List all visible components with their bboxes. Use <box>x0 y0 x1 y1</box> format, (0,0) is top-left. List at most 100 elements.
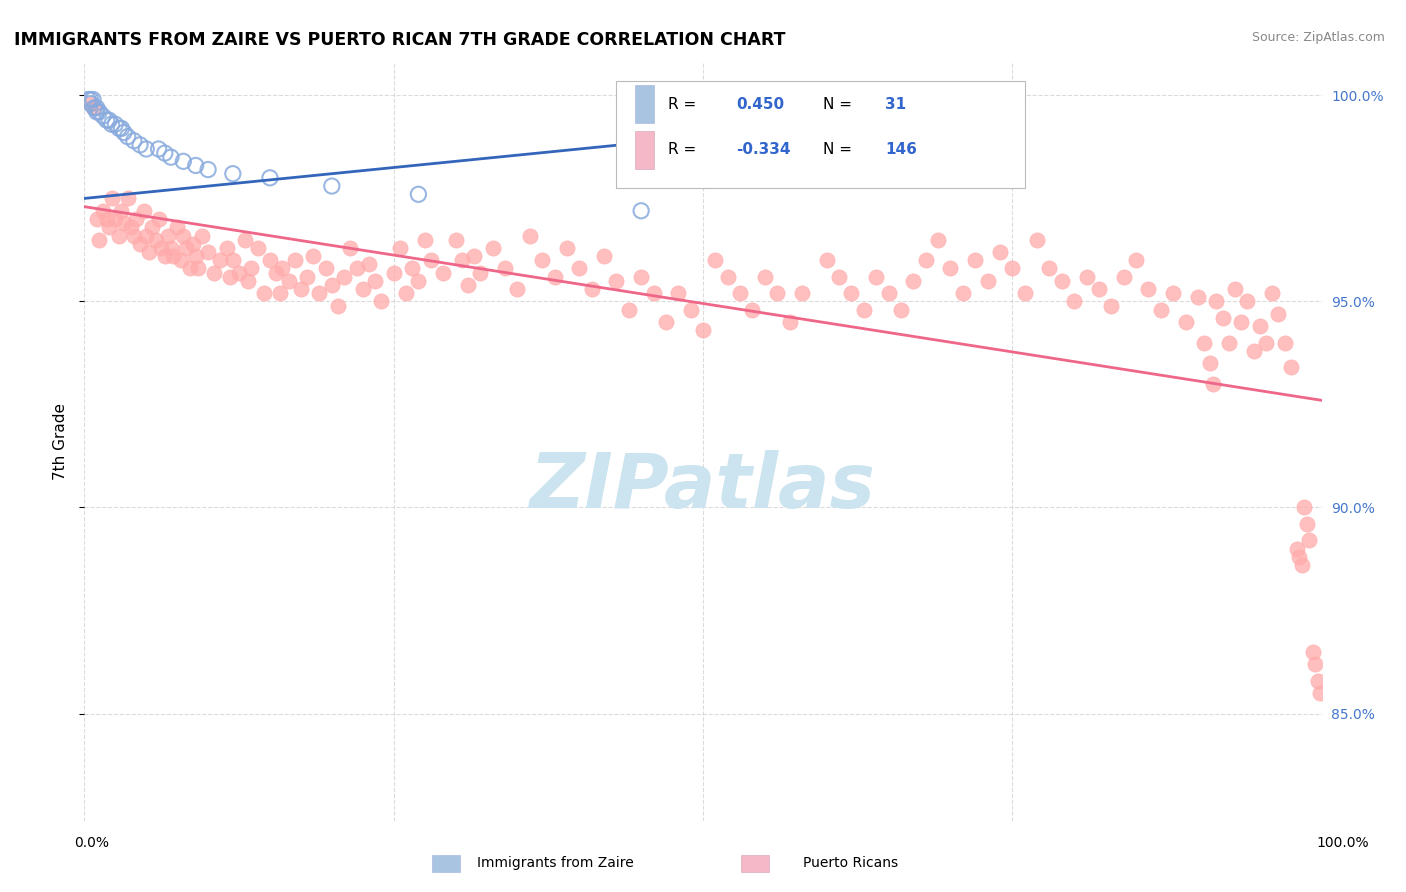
Point <box>89 104 111 119</box>
Point <box>174 241 197 255</box>
Point <box>233 233 256 247</box>
Point <box>129 236 152 251</box>
Text: IMMIGRANTS FROM ZAIRE VS PUERTO RICAN 7TH GRADE CORRELATION CHART: IMMIGRANTS FROM ZAIRE VS PUERTO RICAN 7T… <box>14 31 786 49</box>
Point <box>271 261 294 276</box>
Point <box>326 299 349 313</box>
Point <box>828 269 851 284</box>
Point <box>605 274 627 288</box>
Point <box>1294 500 1316 515</box>
Point <box>179 261 201 276</box>
Point <box>1137 282 1160 296</box>
Point <box>148 142 170 156</box>
Point <box>166 220 188 235</box>
Point <box>91 203 114 218</box>
Point <box>141 220 163 235</box>
Point <box>865 269 887 284</box>
Point <box>197 162 219 177</box>
Point <box>172 154 194 169</box>
Point <box>346 261 368 276</box>
Point <box>259 170 281 185</box>
Point <box>160 241 183 255</box>
Text: Source: ZipAtlas.com: Source: ZipAtlas.com <box>1251 31 1385 45</box>
Point <box>236 274 259 288</box>
Point <box>98 113 121 128</box>
Point <box>754 269 776 284</box>
Point <box>1218 335 1240 350</box>
Point <box>395 286 418 301</box>
Point <box>630 203 652 218</box>
Point <box>215 241 238 255</box>
Point <box>450 253 472 268</box>
Point <box>481 241 503 255</box>
Point <box>1291 558 1313 573</box>
Point <box>1288 549 1310 564</box>
Point <box>1063 294 1085 309</box>
Point <box>927 233 949 247</box>
Point <box>877 286 900 301</box>
Point <box>100 191 122 205</box>
Point <box>988 245 1011 260</box>
Point <box>1038 261 1060 276</box>
Point <box>655 315 678 329</box>
Point <box>160 150 183 164</box>
Point <box>1298 533 1320 548</box>
Text: 0.0%: 0.0% <box>75 836 108 850</box>
Point <box>219 269 242 284</box>
Point <box>815 253 838 268</box>
Point <box>145 233 167 247</box>
Point <box>704 253 727 268</box>
Point <box>125 212 148 227</box>
Point <box>98 220 121 235</box>
Point <box>315 261 337 276</box>
Point <box>531 253 554 268</box>
Point <box>457 277 479 292</box>
Point <box>939 261 962 276</box>
Text: 31: 31 <box>884 96 905 112</box>
Point <box>1309 686 1331 700</box>
Point <box>1267 307 1289 321</box>
Point <box>138 245 160 260</box>
Point <box>333 269 356 284</box>
Point <box>91 109 114 123</box>
Point <box>108 121 131 136</box>
Y-axis label: 7th Grade: 7th Grade <box>53 403 69 480</box>
Point <box>172 228 194 243</box>
Point <box>184 158 207 172</box>
Point <box>976 274 998 288</box>
Point <box>321 179 343 194</box>
Point <box>253 286 276 301</box>
Point <box>432 266 454 280</box>
FancyBboxPatch shape <box>616 81 1025 187</box>
Point <box>259 253 281 268</box>
Point <box>89 233 111 247</box>
Point <box>408 274 430 288</box>
Point <box>463 249 485 263</box>
Point <box>120 220 142 235</box>
Point <box>82 93 104 107</box>
Point <box>191 228 214 243</box>
Text: 100.0%: 100.0% <box>1316 836 1369 850</box>
Point <box>914 253 936 268</box>
Point <box>1236 294 1258 309</box>
Point <box>728 286 751 301</box>
Point <box>470 266 492 280</box>
Point <box>117 191 139 205</box>
Point <box>965 253 987 268</box>
Point <box>364 274 387 288</box>
Point <box>506 282 529 296</box>
Point <box>202 266 225 280</box>
Point <box>1192 335 1215 350</box>
Point <box>295 269 318 284</box>
Point <box>122 134 145 148</box>
Point <box>1249 319 1271 334</box>
Point <box>1274 335 1296 350</box>
Text: -0.334: -0.334 <box>737 142 792 157</box>
Bar <box>636 85 654 123</box>
Point <box>666 286 689 301</box>
Point <box>79 93 101 107</box>
Point <box>717 269 740 284</box>
Point <box>187 261 209 276</box>
Text: ZIPatlas: ZIPatlas <box>530 450 876 524</box>
Point <box>100 117 122 131</box>
Point <box>679 302 702 317</box>
